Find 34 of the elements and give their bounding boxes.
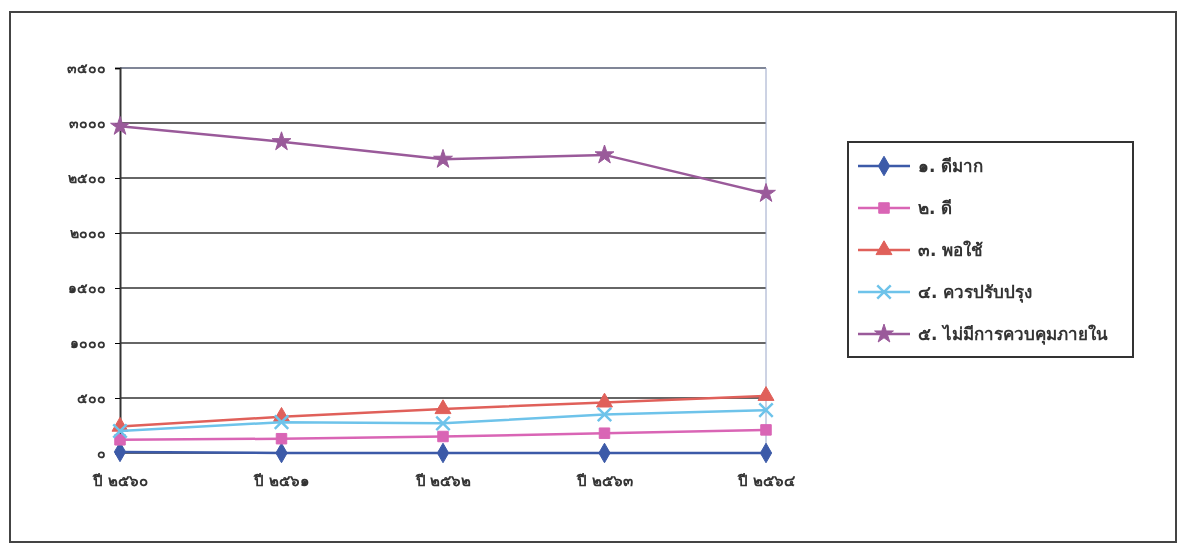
x-tick-label: ปี ๒๕๖๒ xyxy=(414,472,472,489)
point xyxy=(437,430,449,443)
y-tick-label: ๒๕๐๐ xyxy=(68,169,106,186)
legend-label: ๔. ควรปรับปรุง xyxy=(918,282,1033,303)
point xyxy=(434,399,452,415)
x-tick-label: ปี ๒๕๖๐ xyxy=(92,472,148,489)
legend-label: ๒. ดี xyxy=(918,198,953,218)
legend-label: ๓. พอใช้ xyxy=(918,240,984,260)
point xyxy=(435,415,451,432)
x-tick-label: ปี ๒๕๖๓ xyxy=(576,472,633,489)
legend-label: ๕. ไม่มีการควบคุมภายใน xyxy=(918,324,1109,345)
point xyxy=(760,424,772,436)
y-tick-label: ๑๕๐๐ xyxy=(68,279,106,296)
point xyxy=(758,402,774,419)
point xyxy=(756,183,776,202)
y-tick-label: ๓๐๐๐ xyxy=(69,114,106,131)
y-tick-label: ๕๐๐ xyxy=(77,389,106,406)
point xyxy=(275,432,288,445)
point xyxy=(598,427,611,439)
point xyxy=(594,144,615,164)
point xyxy=(271,131,292,151)
x-tick-label: ปี ๒๕๖๑ xyxy=(253,472,310,489)
y-tick-label: ๐ xyxy=(97,444,106,461)
point xyxy=(110,115,130,135)
x-tick-label: ปี ๒๕๖๔ xyxy=(737,472,796,489)
point xyxy=(596,406,613,423)
point xyxy=(273,414,290,431)
point xyxy=(114,434,126,446)
legend-label: ๑. ดีมาก xyxy=(918,156,984,176)
point xyxy=(433,148,453,168)
y-tick-label: ๑๐๐๐ xyxy=(70,334,106,351)
y-tick-label: ๓๕๐๐ xyxy=(67,59,106,76)
y-tick-label: ๒๐๐๐ xyxy=(70,224,106,241)
point xyxy=(112,423,128,439)
